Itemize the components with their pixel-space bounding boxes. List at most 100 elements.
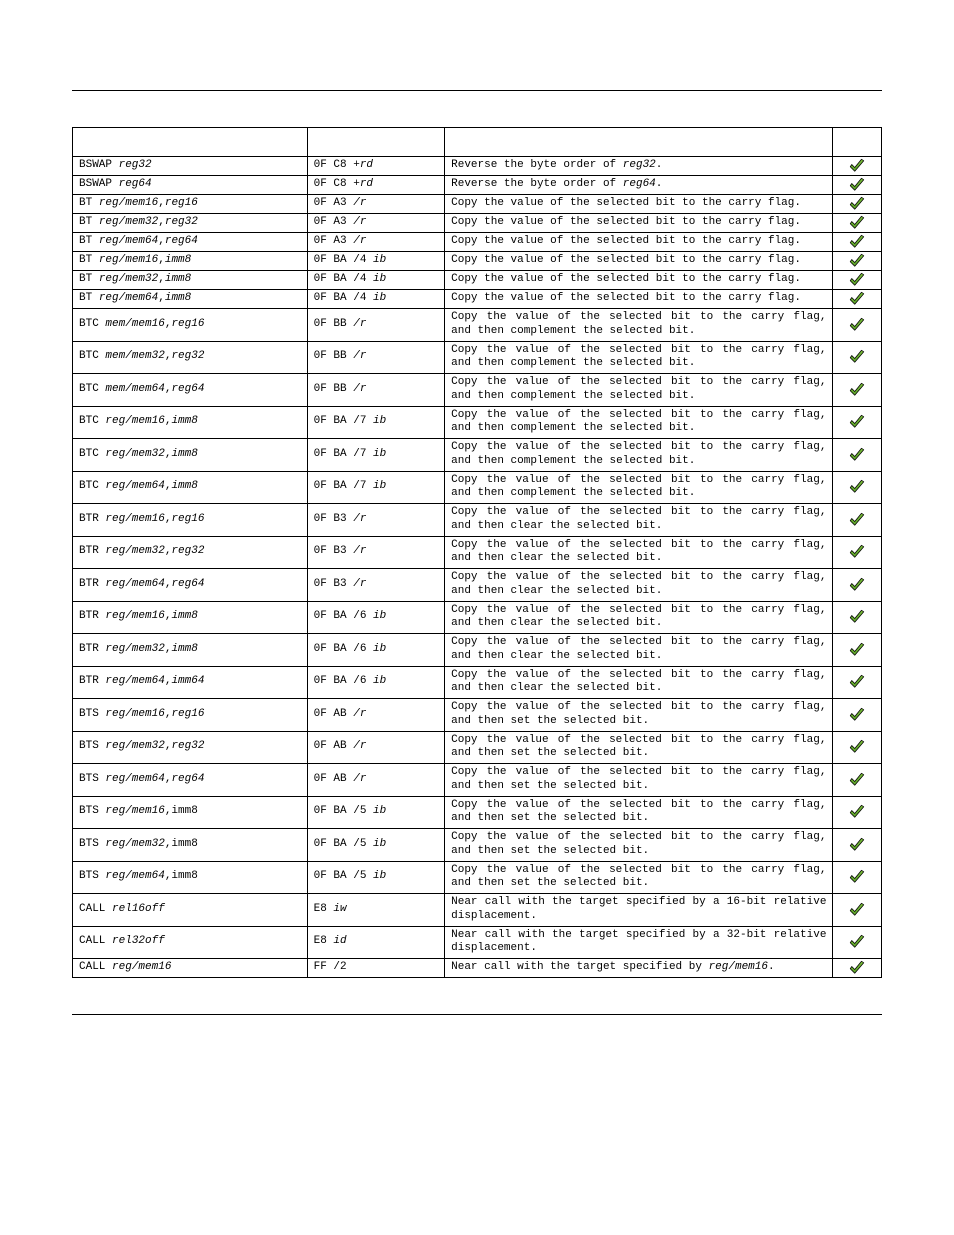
table-row: BT reg/mem64,reg640F A3 /rCopy the value… bbox=[73, 233, 882, 252]
top-rule bbox=[72, 90, 882, 91]
mnemonic-cell: BTC mem/mem16,reg16 bbox=[73, 309, 308, 342]
check-icon bbox=[848, 771, 866, 789]
description-cell: Copy the value of the selected bit to th… bbox=[445, 309, 833, 342]
opcode-cell: 0F AB /r bbox=[307, 699, 445, 732]
supported-cell bbox=[833, 796, 882, 829]
mnemonic-cell: BTR reg/mem64,imm64 bbox=[73, 666, 308, 699]
supported-cell bbox=[833, 504, 882, 537]
supported-cell bbox=[833, 926, 882, 959]
mnemonic-cell: BTS reg/mem32,reg32 bbox=[73, 731, 308, 764]
check-icon bbox=[848, 706, 866, 724]
check-icon bbox=[848, 290, 866, 308]
opcode-cell: 0F BA /7 ib bbox=[307, 406, 445, 439]
mnemonic-cell: BTS reg/mem32,imm8 bbox=[73, 829, 308, 862]
description-cell: Copy the value of the selected bit to th… bbox=[445, 341, 833, 374]
supported-cell bbox=[833, 439, 882, 472]
mnemonic-cell: BTC reg/mem64,imm8 bbox=[73, 471, 308, 504]
description-cell: Copy the value of the selected bit to th… bbox=[445, 861, 833, 894]
mnemonic-cell: BSWAP reg32 bbox=[73, 157, 308, 176]
check-icon bbox=[848, 214, 866, 232]
bottom-rule bbox=[72, 1014, 882, 1015]
table-row: BTS reg/mem16,reg160F AB /rCopy the valu… bbox=[73, 699, 882, 732]
check-icon bbox=[848, 271, 866, 289]
opcode-cell: 0F B3 /r bbox=[307, 504, 445, 537]
table-row: BTS reg/mem16,imm80F BA /5 ibCopy the va… bbox=[73, 796, 882, 829]
supported-cell bbox=[833, 290, 882, 309]
table-row: BTR reg/mem16,imm80F BA /6 ibCopy the va… bbox=[73, 601, 882, 634]
check-icon bbox=[848, 511, 866, 529]
table-row: BTC reg/mem64,imm80F BA /7 ibCopy the va… bbox=[73, 471, 882, 504]
check-icon bbox=[848, 446, 866, 464]
opcode-cell: 0F BA /6 ib bbox=[307, 601, 445, 634]
table-row: BTS reg/mem64,imm80F BA /5 ibCopy the va… bbox=[73, 861, 882, 894]
opcode-cell: 0F BA /5 ib bbox=[307, 861, 445, 894]
description-cell: Copy the value of the selected bit to th… bbox=[445, 374, 833, 407]
description-cell: Copy the value of the selected bit to th… bbox=[445, 471, 833, 504]
opcode-cell: 0F BA /5 ib bbox=[307, 796, 445, 829]
table-row: BTS reg/mem32,imm80F BA /5 ibCopy the va… bbox=[73, 829, 882, 862]
check-icon bbox=[848, 195, 866, 213]
mnemonic-cell: BT reg/mem32,reg32 bbox=[73, 214, 308, 233]
supported-cell bbox=[833, 536, 882, 569]
table-row: BT reg/mem64,imm80F BA /4 ibCopy the val… bbox=[73, 290, 882, 309]
opcode-cell: 0F BB /r bbox=[307, 309, 445, 342]
table-row: BTC reg/mem32,imm80F BA /7 ibCopy the va… bbox=[73, 439, 882, 472]
check-icon bbox=[848, 348, 866, 366]
check-icon bbox=[848, 901, 866, 919]
supported-cell bbox=[833, 471, 882, 504]
mnemonic-cell: BTC reg/mem32,imm8 bbox=[73, 439, 308, 472]
check-icon bbox=[848, 381, 866, 399]
table-row: BT reg/mem16,reg160F A3 /rCopy the value… bbox=[73, 195, 882, 214]
table-row: BTR reg/mem32,imm80F BA /6 ibCopy the va… bbox=[73, 634, 882, 667]
check-icon bbox=[848, 478, 866, 496]
mnemonic-cell: BTS reg/mem16,reg16 bbox=[73, 699, 308, 732]
description-cell: Near call with the target specified by a… bbox=[445, 894, 833, 927]
check-icon bbox=[848, 933, 866, 951]
opcode-cell: 0F BB /r bbox=[307, 341, 445, 374]
table-row: BSWAP reg320F C8 +rdReverse the byte ord… bbox=[73, 157, 882, 176]
mnemonic-cell: BT reg/mem16,imm8 bbox=[73, 252, 308, 271]
table-row: BTC mem/mem16,reg160F BB /rCopy the valu… bbox=[73, 309, 882, 342]
description-cell: Copy the value of the selected bit to th… bbox=[445, 214, 833, 233]
table-row: BSWAP reg640F C8 +rdReverse the byte ord… bbox=[73, 176, 882, 195]
check-icon bbox=[848, 868, 866, 886]
opcode-cell: 0F BA /7 ib bbox=[307, 439, 445, 472]
supported-cell bbox=[833, 214, 882, 233]
description-cell: Copy the value of the selected bit to th… bbox=[445, 569, 833, 602]
check-icon bbox=[848, 543, 866, 561]
table-row: BTS reg/mem64,reg640F AB /rCopy the valu… bbox=[73, 764, 882, 797]
check-icon bbox=[848, 157, 866, 175]
check-icon bbox=[848, 673, 866, 691]
opcode-cell: 0F BA /4 ib bbox=[307, 290, 445, 309]
supported-cell bbox=[833, 959, 882, 978]
mnemonic-cell: BTS reg/mem16,imm8 bbox=[73, 796, 308, 829]
col-header-description bbox=[445, 128, 833, 157]
description-cell: Copy the value of the selected bit to th… bbox=[445, 195, 833, 214]
supported-cell bbox=[833, 195, 882, 214]
opcode-cell: 0F BA /5 ib bbox=[307, 829, 445, 862]
supported-cell bbox=[833, 176, 882, 195]
supported-cell bbox=[833, 309, 882, 342]
opcode-cell: 0F B3 /r bbox=[307, 536, 445, 569]
opcode-cell: FF /2 bbox=[307, 959, 445, 978]
supported-cell bbox=[833, 666, 882, 699]
supported-cell bbox=[833, 341, 882, 374]
table-row: BT reg/mem32,imm80F BA /4 ibCopy the val… bbox=[73, 271, 882, 290]
supported-cell bbox=[833, 233, 882, 252]
supported-cell bbox=[833, 699, 882, 732]
description-cell: Copy the value of the selected bit to th… bbox=[445, 829, 833, 862]
check-icon bbox=[848, 738, 866, 756]
check-icon bbox=[848, 641, 866, 659]
description-cell: Copy the value of the selected bit to th… bbox=[445, 536, 833, 569]
supported-cell bbox=[833, 634, 882, 667]
mnemonic-cell: BT reg/mem32,imm8 bbox=[73, 271, 308, 290]
col-header-mnemonic bbox=[73, 128, 308, 157]
description-cell: Copy the value of the selected bit to th… bbox=[445, 764, 833, 797]
opcode-cell: E8 id bbox=[307, 926, 445, 959]
table-row: CALL rel16offE8 iwNear call with the tar… bbox=[73, 894, 882, 927]
supported-cell bbox=[833, 271, 882, 290]
opcode-cell: 0F A3 /r bbox=[307, 195, 445, 214]
description-cell: Copy the value of the selected bit to th… bbox=[445, 601, 833, 634]
description-cell: Copy the value of the selected bit to th… bbox=[445, 504, 833, 537]
mnemonic-cell: BSWAP reg64 bbox=[73, 176, 308, 195]
